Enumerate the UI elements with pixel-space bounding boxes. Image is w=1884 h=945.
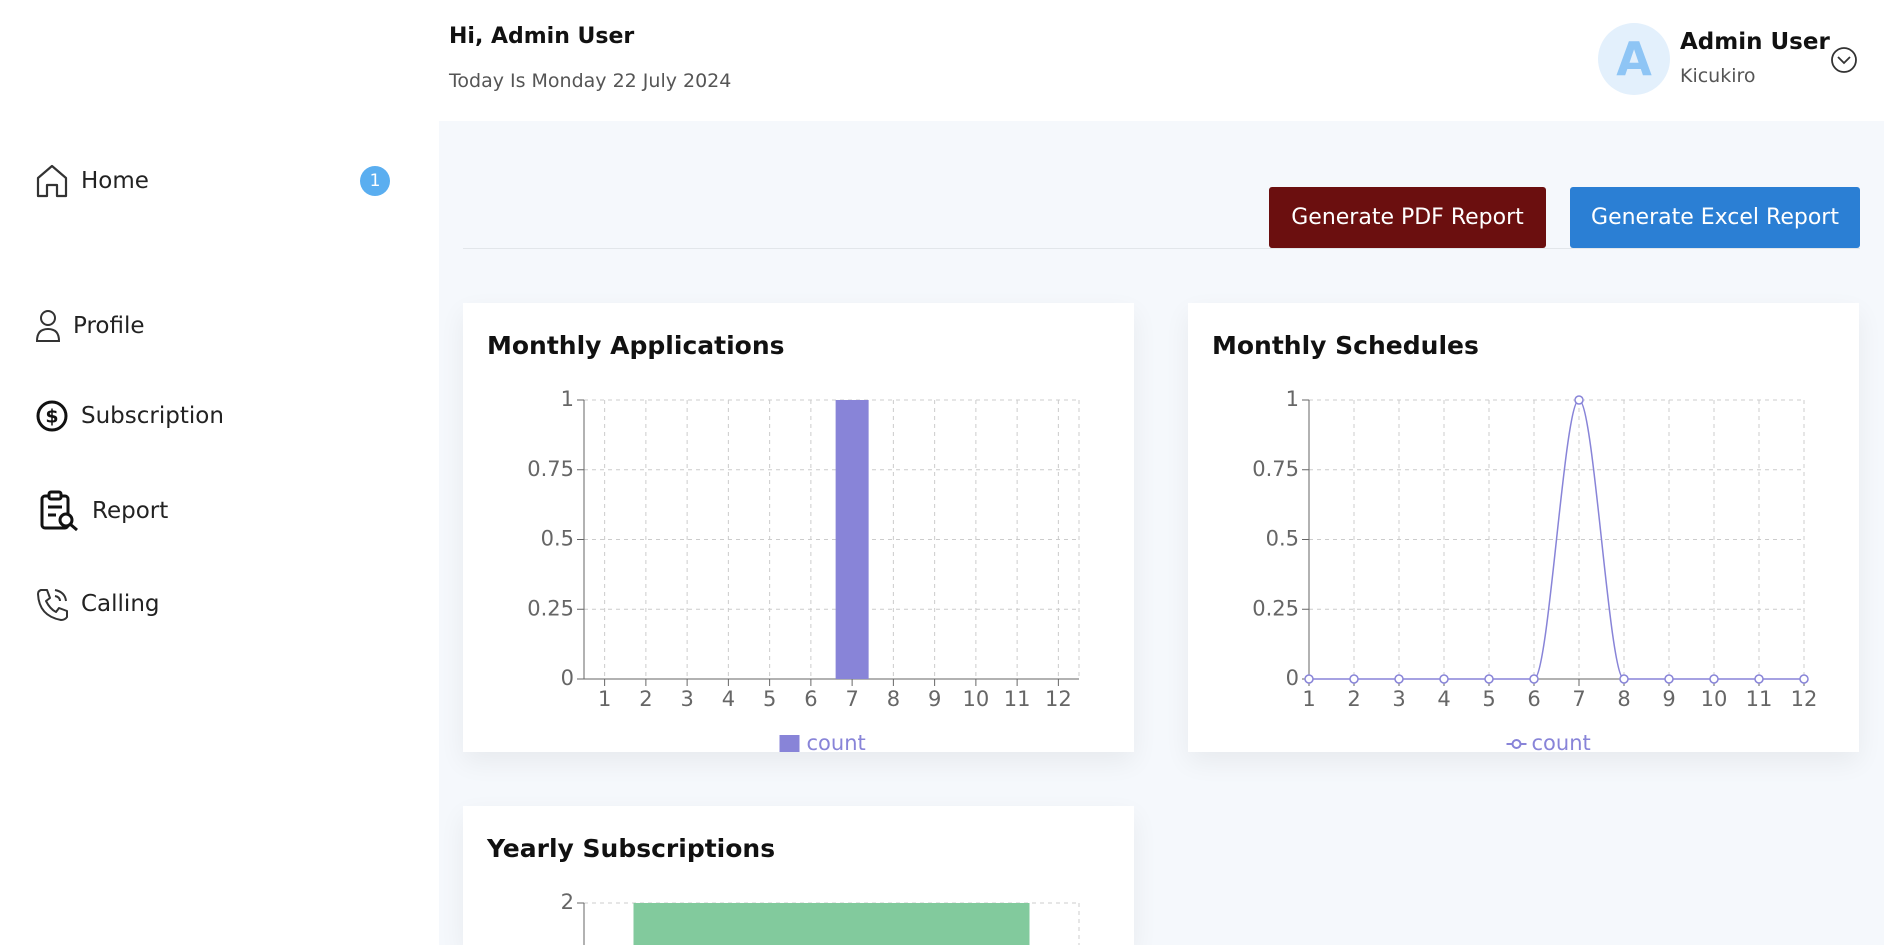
x-tick-label: 2 bbox=[1347, 687, 1360, 711]
bar bbox=[633, 903, 1030, 945]
y-tick-label: 1 bbox=[1286, 387, 1299, 411]
legend-swatch bbox=[1511, 739, 1522, 749]
chart-title: Monthly Applications bbox=[487, 331, 785, 360]
x-tick-label: 11 bbox=[1746, 687, 1773, 711]
nav-label: Profile bbox=[73, 313, 145, 339]
point bbox=[1529, 674, 1539, 684]
topbar: Hi, Admin User Today Is Monday 22 July 2… bbox=[439, 0, 1884, 121]
home-icon bbox=[36, 164, 68, 198]
point bbox=[1754, 674, 1764, 684]
legend-label: count bbox=[1532, 731, 1591, 752]
x-tick-label: 3 bbox=[1392, 687, 1405, 711]
x-tick-label: 7 bbox=[1572, 687, 1585, 711]
x-tick-label: 8 bbox=[1617, 687, 1630, 711]
legend-label: count bbox=[807, 731, 866, 752]
point bbox=[1439, 674, 1449, 684]
x-tick-label: 5 bbox=[1482, 687, 1495, 711]
user-location: Kicukiro bbox=[1680, 65, 1756, 87]
badge: 1 bbox=[360, 166, 390, 196]
report-icon bbox=[40, 490, 78, 532]
calling-icon bbox=[37, 589, 68, 621]
x-tick-label: 10 bbox=[1701, 687, 1728, 711]
greeting: Hi, Admin User bbox=[449, 24, 635, 49]
nav-subscription[interactable]: $ Subscription bbox=[35, 398, 224, 434]
subscription-icon: $ bbox=[36, 400, 68, 432]
point bbox=[1394, 674, 1404, 684]
y-tick-label: 0.75 bbox=[527, 457, 574, 481]
x-tick-label: 3 bbox=[680, 687, 693, 711]
x-tick-label: 2 bbox=[639, 687, 652, 711]
x-tick-label: 4 bbox=[1437, 687, 1450, 711]
x-tick-label: 12 bbox=[1045, 687, 1072, 711]
point bbox=[1709, 674, 1719, 684]
x-tick-label: 4 bbox=[722, 687, 735, 711]
nav-report[interactable]: Report bbox=[38, 490, 168, 532]
y-tick-label: 2 bbox=[561, 890, 574, 914]
svg-text:$: $ bbox=[45, 406, 58, 428]
x-tick-label: 5 bbox=[763, 687, 776, 711]
nav-label: Subscription bbox=[81, 403, 224, 429]
x-tick-label: 1 bbox=[598, 687, 611, 711]
x-tick-label: 9 bbox=[1662, 687, 1675, 711]
x-tick-label: 12 bbox=[1791, 687, 1818, 711]
chart-card: Monthly Applications 0 0.25 0.5 0.75 1 1 2 3 4 5 6… bbox=[463, 303, 1134, 752]
nav-calling[interactable]: Calling bbox=[35, 586, 160, 622]
x-tick-label: 11 bbox=[1004, 687, 1031, 711]
y-tick-label: 0.25 bbox=[527, 596, 574, 620]
y-tick-label: 1 bbox=[561, 387, 574, 411]
point bbox=[1574, 395, 1584, 405]
y-tick-label: 0 bbox=[1286, 666, 1299, 690]
point bbox=[1304, 674, 1314, 684]
y-tick-label: 0.5 bbox=[1266, 527, 1299, 551]
x-tick-label: 1 bbox=[1302, 687, 1315, 711]
point bbox=[1664, 674, 1674, 684]
nav-label: Home bbox=[81, 168, 149, 194]
x-tick-label: 6 bbox=[1527, 687, 1540, 711]
nav-label: Calling bbox=[81, 591, 160, 617]
profile-icon bbox=[35, 310, 61, 342]
y-tick-label: 0.75 bbox=[1252, 457, 1299, 481]
y-tick-label: 0 bbox=[561, 666, 574, 690]
chart-title: Yearly Subscriptions bbox=[487, 834, 776, 863]
x-tick-label: 9 bbox=[928, 687, 941, 711]
excel-report-button[interactable]: Generate Excel Report bbox=[1570, 187, 1860, 248]
nav-home[interactable]: Home bbox=[35, 163, 149, 199]
pdf-report-button[interactable]: Generate PDF Report bbox=[1269, 187, 1546, 248]
chart-title: Monthly Schedules bbox=[1212, 331, 1479, 360]
avatar[interactable]: A bbox=[1598, 23, 1670, 95]
x-tick-label: 6 bbox=[804, 687, 817, 711]
y-tick-label: 0.5 bbox=[541, 527, 574, 551]
bar bbox=[835, 400, 869, 679]
chart: 2 bbox=[561, 890, 1080, 945]
chart-card: Monthly Schedules 0 0.25 0.5 0.75 1 1 2 3 4 5 6 7 8 9… bbox=[1188, 303, 1859, 752]
legend-swatch bbox=[779, 735, 800, 752]
sidebar: Home 1 Profile $ Subscription Report Cal… bbox=[0, 0, 439, 945]
user-menu-toggle[interactable] bbox=[1830, 46, 1858, 74]
x-tick-label: 7 bbox=[845, 687, 858, 711]
x-tick-label: 8 bbox=[887, 687, 900, 711]
user-name: Admin User bbox=[1680, 29, 1830, 55]
y-tick-label: 0.25 bbox=[1252, 596, 1299, 620]
chart-card: Yearly Subscriptions 2 bbox=[463, 806, 1134, 945]
point bbox=[1484, 674, 1494, 684]
divider bbox=[463, 248, 1860, 249]
point bbox=[1619, 674, 1629, 684]
main-content: Generate PDF Report Generate Excel Repor… bbox=[439, 121, 1884, 945]
point bbox=[1349, 674, 1359, 684]
date: Today Is Monday 22 July 2024 bbox=[449, 70, 732, 92]
x-tick-label: 10 bbox=[963, 687, 990, 711]
nav-label: Report bbox=[92, 498, 169, 524]
nav-profile[interactable]: Profile bbox=[35, 308, 145, 344]
point bbox=[1799, 674, 1809, 684]
